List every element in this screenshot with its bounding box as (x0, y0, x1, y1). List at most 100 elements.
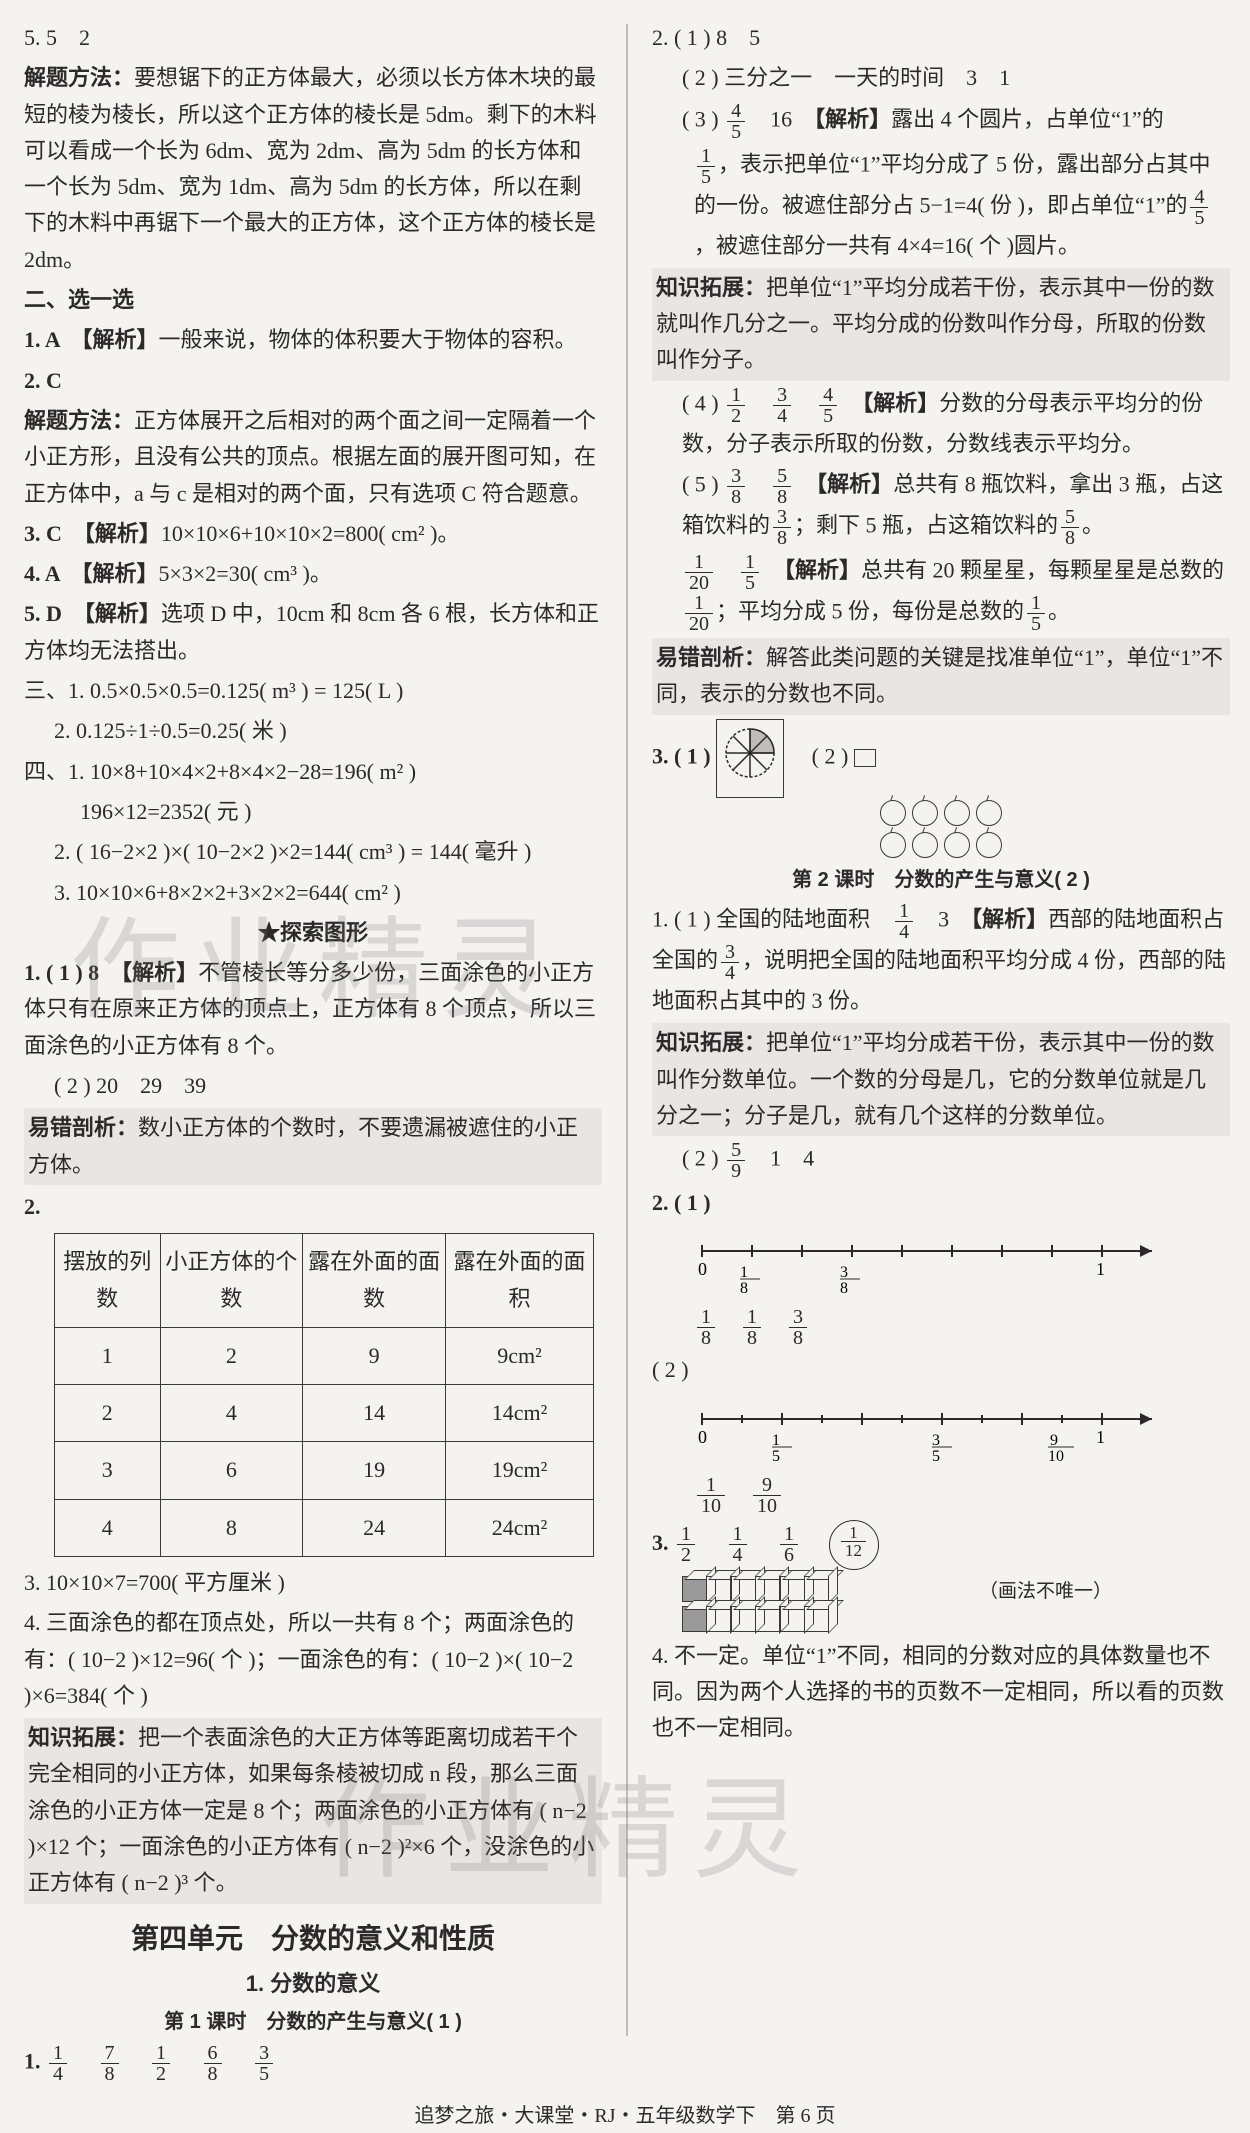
jx-label: 【解析】 (84, 521, 161, 546)
jx-label: 【解析】 (814, 106, 891, 131)
line: 110 910 (652, 1475, 1230, 1516)
section-heading: 二、选一选 (24, 282, 602, 318)
line: ( 3 ) 45 16 【解析】露出 4 个圆片，占单位“1”的 (652, 101, 1230, 142)
left-column: 5. 5 2 解题方法：要想锯下的正方体最大，必须以长方体木块的最短的棱为棱长，… (24, 18, 602, 2086)
answer-line: 2. C (24, 363, 602, 399)
method-block: 解题方法：正方体展开之后相对的两个面之间一定隔着一个小正方形，且没有公共的顶点。… (24, 403, 602, 512)
label: 解题方法： (24, 408, 134, 433)
label: 知识拓展： (656, 1030, 766, 1055)
subsection-title: 1. 分数的意义 (24, 1966, 602, 2002)
answer-line: 4. A 【解析】5×3×2=30( cm³ )。 (24, 556, 602, 592)
line: 4. 不一定。单位“1”不同，相同的分数对应的具体数量也不同。因为两个人选择的书… (652, 1638, 1230, 1747)
text: 要想锯下的正方体最大，必须以长方体木块的最短的棱为棱长，所以这个正方体的棱长是 … (24, 65, 597, 271)
number-line-icon: 0 18 38 1 (692, 1229, 1172, 1299)
number-line-icon: 0 15 35 910 1 (692, 1397, 1172, 1467)
answer-line: 1. ( 1 ) 8 【解析】不管棱长等分多少份，三面涂色的小正方体只有在原来正… (24, 955, 602, 1064)
svg-text:0: 0 (698, 1427, 707, 1447)
line: 15，表示把单位“1”平均分成了 5 份，露出部分占其中的一份。被遮住部分占 5… (652, 146, 1230, 264)
label: 易错剖析： (28, 1115, 138, 1140)
note: （画法不唯一） (979, 1576, 1112, 1607)
line: 四、1. 10×8+10×4×2+8×4×2−28=196( m² ) (24, 754, 602, 790)
line: 2. ( 16−2×2 )×( 10−2×2 )×2=144( cm³ ) = … (24, 834, 602, 870)
text: 一般来说，物体的体积要大于物体的容积。 (158, 327, 576, 352)
label: 知识拓展： (656, 275, 766, 300)
answer: 1. A (24, 327, 81, 352)
knowledge-box: 知识拓展：把一个表面涂色的大正方体等距离切成若干个完全相同的小正方体，如果每条棱… (24, 1718, 602, 1903)
line: ( 2 ) 59 1 4 (652, 1140, 1230, 1181)
answer: 4. A (24, 561, 81, 586)
knowledge-box: 知识拓展：把单位“1”平均分成若干份，表示其中一份的数就叫作几分之一。平均分成的… (652, 268, 1230, 381)
line: 3. 10×10×7=700( 平方厘米 ) (24, 1565, 602, 1601)
svg-text:0: 0 (698, 1259, 707, 1279)
answer-line: 1. A 【解析】一般来说，物体的体积要大于物体的容积。 (24, 322, 602, 358)
numline-2: ( 2 ) 0 15 35 910 1 (652, 1352, 1230, 1470)
fraction-row: 1. 14 78 12 68 35 (24, 2043, 602, 2084)
line: 3. 10×10×6+8×2×2+3×2×2=644( cm² ) (24, 875, 602, 911)
line: 2. 0.125÷1÷0.5=0.25( 米 ) (24, 713, 602, 749)
table-row: 241414cm² (55, 1385, 594, 1442)
th: 露在外面的面数 (303, 1234, 446, 1328)
diagram-row: 3. ( 1 ) ( 2 ) (652, 719, 1230, 798)
cubes-diagram: （画法不唯一） (682, 1576, 1230, 1632)
star-heading: ★探索图形 (24, 915, 602, 951)
line: 1. ( 1 ) 全国的陆地面积 14 3 【解析】西部的陆地面积占全国的34，… (652, 901, 1230, 1019)
line: 5. 5 2 (24, 20, 602, 56)
svg-text:8: 8 (840, 1280, 848, 1297)
text: 5×3×2=30( cm³ )。 (158, 561, 331, 586)
svg-text:5: 5 (932, 1448, 940, 1465)
error-box: 易错剖析：数小正方体的个数时，不要遗漏被遮住的小正方体。 (24, 1108, 602, 1185)
flower-diagram (716, 719, 784, 798)
lesson-title: 第 1 课时 分数的产生与意义( 1 ) (24, 2006, 602, 2039)
jx-label: 【解析】 (784, 558, 861, 583)
q-num: 2. (24, 1189, 602, 1225)
table-row: 482424cm² (55, 1499, 594, 1556)
line: ( 2 ) 20 29 39 (24, 1068, 602, 1104)
circled-fraction: 112 (829, 1520, 879, 1570)
jx-label: 【解析】 (121, 960, 198, 985)
line: 120 15 【解析】总共有 20 颗星星，每颗星星是总数的120；平均分成 5… (652, 552, 1230, 634)
label: 知识拓展： (28, 1725, 138, 1750)
table-row: 1299cm² (55, 1327, 594, 1384)
answer-line: 5. D 【解析】选项 D 中，10cm 和 8cm 各 6 根，长方体和正方体… (24, 596, 602, 669)
cube-table: 摆放的列数 小正方体的个数 露在外面的面数 露在外面的面积 1299cm² 24… (54, 1233, 594, 1557)
svg-text:9: 9 (1050, 1432, 1058, 1449)
answer: 3. C (24, 521, 84, 546)
column-divider (626, 24, 628, 2036)
jx-label: 【解析】 (862, 390, 939, 415)
svg-text:3: 3 (932, 1432, 940, 1449)
table-row: 361919cm² (55, 1442, 594, 1499)
line: ( 4 ) 12 34 45 【解析】分数的分母表示平均分的份数，分子表示所取的… (652, 385, 1230, 462)
line: 18 18 38 (652, 1307, 1230, 1348)
page-footer: 追梦之旅・大课堂・RJ・五年级数学下 第 6 页 (0, 2100, 1250, 2133)
line: ( 2 ) 三分之一 一天的时间 3 1 (652, 60, 1230, 96)
line: 三、1. 0.5×0.5×0.5=0.125( m³ ) = 125( L ) (24, 673, 602, 709)
th: 露在外面的面积 (446, 1234, 594, 1328)
line: 196×12=2352( 元 ) (24, 794, 602, 830)
svg-text:5: 5 (772, 1448, 780, 1465)
answer: 1. ( 1 ) 8 (24, 960, 121, 985)
knowledge-box: 知识拓展：把单位“1”平均分成若干份，表示其中一份的数叫作分数单位。一个数的分母… (652, 1023, 1230, 1136)
right-column: 2. ( 1 ) 8 5 ( 2 ) 三分之一 一天的时间 3 1 ( 3 ) … (652, 18, 1230, 2086)
jx-label: 【解析】 (84, 601, 161, 626)
text: 把一个表面涂色的大正方体等距离切成若干个完全相同的小正方体，如果每条棱被切成 n… (28, 1725, 594, 1895)
label: 易错剖析： (656, 645, 766, 670)
jx-label: 【解析】 (971, 907, 1048, 932)
svg-text:3: 3 (840, 1264, 848, 1281)
method-block: 解题方法：要想锯下的正方体最大，必须以长方体木块的最短的棱为棱长，所以这个正方体… (24, 60, 602, 278)
line: ( 5 ) 38 58 【解析】总共有 8 瓶饮料，拿出 3 瓶，占这箱饮料的3… (652, 466, 1230, 548)
unit-title: 第四单元 分数的意义和性质 (24, 1916, 602, 1962)
answer: 5. D (24, 601, 84, 626)
numline-1: 2. ( 1 ) 0 18 38 1 (652, 1185, 1230, 1303)
error-box: 易错剖析：解答此类问题的关键是找准单位“1”，单位“1”不同，表示的分数也不同。 (652, 638, 1230, 715)
line: 4. 三面涂色的都在顶点处，所以一共有 8 个；两面涂色的有：( 10−2 )×… (24, 1605, 602, 1714)
line: 2. ( 1 ) 8 5 (652, 20, 1230, 56)
jx-label: 【解析】 (81, 561, 158, 586)
lesson-title: 第 2 课时 分数的产生与意义( 2 ) (652, 864, 1230, 897)
fraction-row: 3. 12 14 16 112 (652, 1520, 1230, 1570)
svg-text:1: 1 (772, 1432, 780, 1449)
th: 摆放的列数 (55, 1234, 161, 1328)
apples-diagram (854, 749, 876, 767)
jx-label: 【解析】 (81, 327, 158, 352)
svg-text:1: 1 (740, 1264, 748, 1281)
th: 小正方体的个数 (160, 1234, 303, 1328)
